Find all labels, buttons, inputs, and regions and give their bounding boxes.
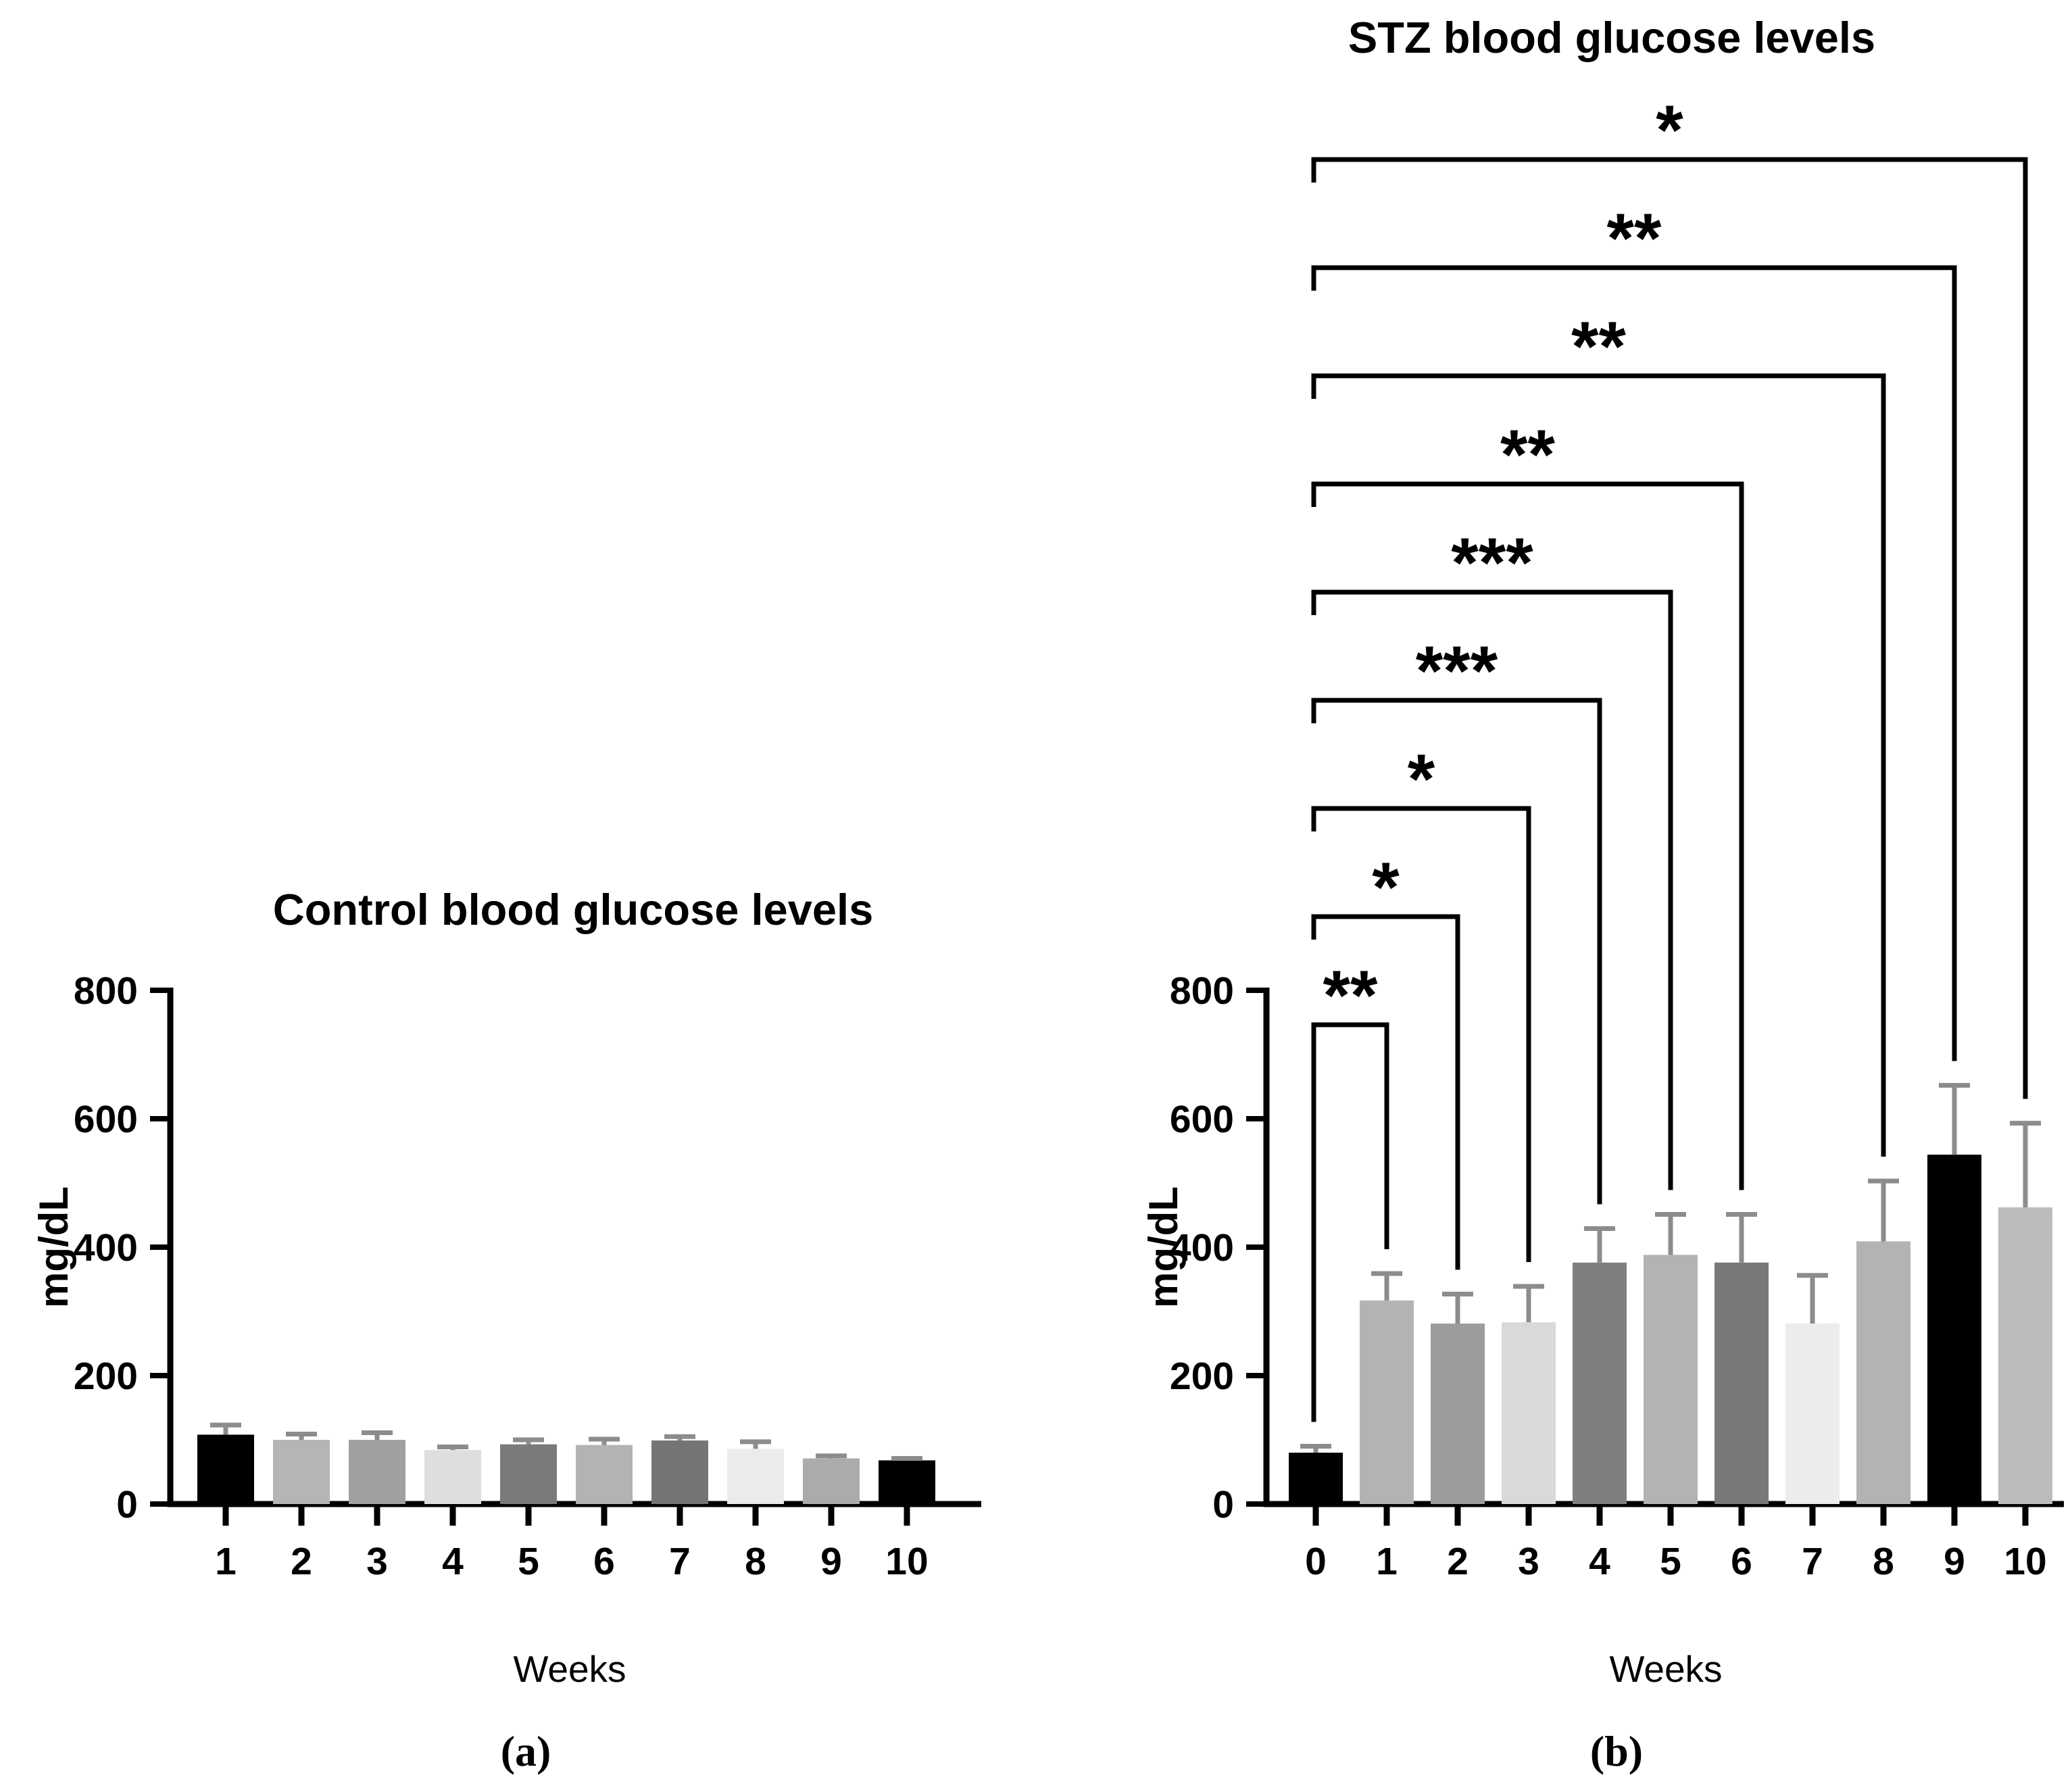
x-tick-label-week-9: 9 [1944, 1540, 1965, 1583]
x-tick-label-week-6: 6 [593, 1540, 615, 1583]
y-tick-label-0: 0 [1212, 1483, 1234, 1526]
y-tick-label-200: 200 [74, 1355, 138, 1398]
chart-b-y-axis-label: mg/dL [1141, 1186, 1186, 1308]
sig-stars-0-vs-1: ** [1323, 956, 1378, 1035]
x-tick-label-week-2: 2 [1447, 1540, 1469, 1583]
bar-week-6 [576, 1445, 633, 1504]
sig-stars-0-vs-9: ** [1607, 199, 1662, 278]
sig-stars-0-vs-4: *** [1416, 632, 1498, 710]
x-tick-label-week-7: 7 [669, 1540, 691, 1583]
bar-week-7 [651, 1440, 708, 1504]
chart-a-x-axis-label: Weeks [513, 1648, 626, 1690]
x-tick-label-week-8: 8 [745, 1540, 766, 1583]
chart-a-plot-area: 0 200 400 600 800 1 2 3 4 5 6 7 8 9 10 [74, 969, 981, 1583]
bar-week-6 [1715, 1262, 1769, 1504]
chart-panel-stz: STZ blood glucose levels mg/dL *********… [1141, 13, 2064, 1775]
y-tick-label-800: 800 [74, 969, 138, 1013]
chart-a-y-axis-label: mg/dL [31, 1186, 76, 1308]
chart-b-x-axis-label: Weeks [1609, 1648, 1722, 1690]
chart-b-significance-brackets: ***************** [1311, 91, 2028, 1422]
sig-stars-0-vs-8: ** [1571, 308, 1626, 386]
chart-a-panel-caption: (a) [501, 1727, 551, 1775]
bar-week-8 [727, 1449, 784, 1504]
x-tick-label-week-1: 1 [215, 1540, 237, 1583]
chart-panel-control: Control blood glucose levels mg/dL 0 200 4… [31, 885, 981, 1775]
bar-week-4 [424, 1450, 481, 1504]
sig-stars-0-vs-3: * [1408, 740, 1435, 819]
x-tick-label-week-5: 5 [1660, 1540, 1681, 1583]
bar-week-10 [879, 1460, 935, 1504]
y-tick-label-600: 600 [1170, 1098, 1234, 1141]
bar-week-10 [1998, 1207, 2052, 1504]
x-tick-label-week-6: 6 [1731, 1540, 1752, 1583]
bar-week-2 [273, 1440, 330, 1504]
y-tick-label-0: 0 [116, 1483, 138, 1526]
bar-week-0 [1289, 1453, 1343, 1504]
x-tick-label-week-4: 4 [1589, 1540, 1610, 1583]
x-tick-label-week-1: 1 [1376, 1540, 1398, 1583]
sig-stars-0-vs-10: * [1656, 91, 1683, 170]
y-tick-label-600: 600 [74, 1098, 138, 1141]
x-tick-label-week-9: 9 [820, 1540, 842, 1583]
sig-stars-0-vs-2: * [1372, 848, 1400, 927]
bar-week-9 [1927, 1155, 1981, 1504]
x-tick-label-week-10: 10 [885, 1540, 928, 1583]
chart-b-plot-area: 0 200 400 600 800 0 1 2 3 4 5 6 7 8 9 10 [1170, 969, 2064, 1583]
sig-stars-0-vs-6: ** [1500, 416, 1555, 494]
x-tick-label-week-0: 0 [1305, 1540, 1327, 1583]
bar-week-7 [1785, 1324, 1840, 1504]
bar-week-5 [500, 1444, 557, 1504]
bar-week-3 [1502, 1322, 1556, 1504]
x-tick-label-week-8: 8 [1873, 1540, 1894, 1583]
bar-week-4 [1573, 1262, 1627, 1504]
x-tick-label-week-3: 3 [1518, 1540, 1539, 1583]
bar-week-3 [349, 1440, 405, 1504]
chart-b-title: STZ blood glucose levels [1348, 13, 1875, 62]
sig-stars-0-vs-5: *** [1451, 524, 1533, 602]
bar-week-9 [803, 1458, 860, 1504]
bar-week-2 [1431, 1324, 1485, 1504]
x-tick-label-week-2: 2 [291, 1540, 312, 1583]
bar-week-1 [1360, 1300, 1414, 1504]
bar-week-8 [1856, 1241, 1910, 1504]
y-tick-label-400: 400 [74, 1226, 138, 1269]
x-tick-label-week-3: 3 [366, 1540, 388, 1583]
chart-a-title: Control blood glucose levels [273, 885, 873, 934]
y-tick-label-200: 200 [1170, 1355, 1234, 1398]
bar-week-1 [197, 1434, 254, 1504]
x-tick-label-week-5: 5 [518, 1540, 539, 1583]
x-tick-label-week-4: 4 [442, 1540, 464, 1583]
chart-b-panel-caption: (b) [1590, 1727, 1643, 1775]
bar-week-5 [1644, 1255, 1698, 1504]
x-tick-label-week-7: 7 [1802, 1540, 1823, 1583]
x-tick-label-week-10: 10 [2004, 1540, 2046, 1583]
y-tick-label-800: 800 [1170, 969, 1234, 1013]
y-tick-label-400: 400 [1170, 1226, 1234, 1269]
